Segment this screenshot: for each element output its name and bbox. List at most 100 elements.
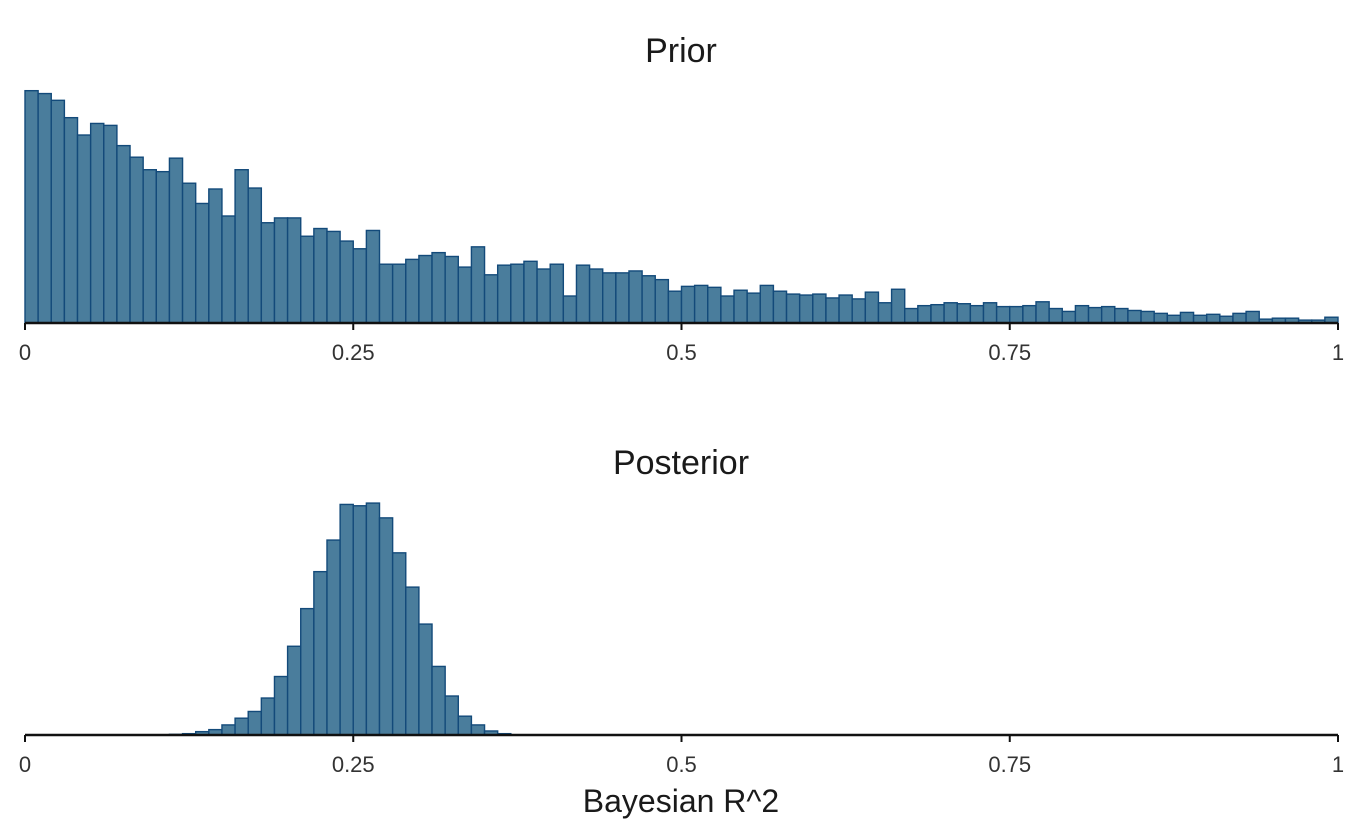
histogram-bar [155, 170, 171, 324]
prior-x-ticks: 0 0.25 0.5 0.75 1 [19, 323, 1344, 365]
histogram-bar [904, 307, 919, 324]
histogram-bar [221, 724, 236, 736]
histogram-bar [654, 278, 670, 324]
histogram-bar [969, 304, 985, 324]
histogram-bar [483, 274, 499, 324]
histogram-bar [378, 263, 394, 324]
histogram-bar [995, 305, 1011, 324]
prior-bars [24, 89, 1339, 324]
histogram-bar [444, 695, 459, 736]
histogram-bar [418, 254, 433, 324]
histogram-bar [286, 645, 302, 736]
histogram-bar [1022, 304, 1037, 324]
histogram-bar [798, 294, 814, 324]
histogram-bar [1205, 313, 1221, 324]
x-tick-label: 0.25 [332, 752, 375, 777]
histogram-bar [300, 607, 315, 736]
histogram-bar [1035, 301, 1050, 324]
histogram-bar [812, 293, 827, 324]
histogram-bar [1048, 307, 1063, 324]
histogram-bar [851, 298, 867, 324]
histogram-bar [24, 89, 39, 324]
histogram-bar [142, 169, 157, 324]
histogram-bar [733, 289, 748, 324]
x-tick-label: 0.75 [988, 752, 1031, 777]
histogram-bar [720, 295, 735, 324]
histogram-bar [89, 122, 105, 324]
histogram-bar [667, 290, 683, 324]
histogram-bar [1074, 304, 1090, 324]
histogram-bar [523, 260, 538, 324]
histogram-bar [391, 552, 407, 736]
histogram-bar [943, 302, 958, 324]
histogram-bar [1087, 306, 1103, 324]
histogram-bar [352, 505, 368, 736]
prior-panel: Prior 0 0.25 0.5 0.75 1 [19, 32, 1344, 365]
x-tick-label: 0.5 [666, 340, 697, 365]
histogram-bar [168, 157, 184, 324]
histogram-bar [208, 188, 223, 324]
histogram-bar [247, 187, 263, 324]
histogram-bar [772, 290, 788, 324]
histogram-bar [536, 268, 551, 324]
histogram-bar [37, 92, 52, 324]
histogram-bar [930, 303, 945, 324]
histogram-bar [1061, 310, 1077, 324]
prior-title: Prior [645, 32, 717, 70]
histogram-bar [549, 263, 565, 324]
histogram-bar [693, 284, 709, 324]
histogram-bar [260, 222, 276, 324]
histogram-bar [234, 169, 249, 324]
histogram-bar [234, 717, 249, 736]
histogram-bar [221, 215, 236, 324]
x-tick-label: 1 [1332, 340, 1344, 365]
posterior-x-ticks: 0 0.25 0.5 0.75 1 [19, 735, 1344, 777]
histogram-bar [181, 182, 197, 324]
histogram-bar [313, 570, 328, 736]
histogram-bar [339, 503, 354, 736]
histogram-bar [759, 284, 775, 324]
histogram-bar [326, 539, 341, 736]
histogram-bar [352, 248, 368, 324]
histogram-bar [431, 665, 446, 736]
histogram-bar [877, 302, 893, 324]
histogram-bar [470, 724, 486, 736]
x-tick-label: 0.25 [332, 340, 375, 365]
x-tick-label: 0 [19, 752, 31, 777]
histogram-bar [1232, 312, 1247, 324]
histogram-bar [982, 302, 998, 324]
histogram-bar [76, 134, 92, 324]
histogram-bar [418, 623, 433, 736]
histogram-bar [615, 272, 630, 324]
histogram-bar [194, 202, 210, 324]
histogram-bar [63, 116, 79, 324]
histogram-bar [286, 217, 302, 324]
histogram-bar [365, 502, 381, 736]
x-tick-label: 0.75 [988, 340, 1031, 365]
x-axis-title: Bayesian R^2 [583, 783, 779, 819]
histogram-bar [1140, 310, 1155, 324]
histogram-bar [496, 264, 512, 324]
histogram-bar [273, 675, 289, 736]
histogram-bar [588, 268, 604, 324]
histogram-bar [339, 240, 354, 324]
histogram-bar [628, 270, 643, 324]
histogram-bar [562, 295, 578, 324]
histogram-bar [457, 715, 473, 736]
histogram-bar [365, 229, 381, 324]
posterior-panel: Posterior 0 0.25 0.5 0.75 1 [19, 444, 1344, 777]
histogram-bar [50, 99, 66, 324]
histogram-bar [890, 288, 906, 324]
histogram-bar [1127, 309, 1142, 324]
histogram-bar [1179, 311, 1195, 324]
histogram-bar [457, 266, 473, 324]
histogram-bar [129, 156, 144, 324]
histogram-bar [602, 272, 617, 324]
histogram-bar [917, 304, 932, 324]
histogram-bar [1153, 312, 1169, 324]
posterior-title: Posterior [613, 444, 749, 482]
histogram-bar [326, 230, 341, 324]
histogram-bar [746, 292, 761, 324]
histogram-bar [1100, 305, 1116, 324]
histogram-bar [378, 517, 394, 736]
